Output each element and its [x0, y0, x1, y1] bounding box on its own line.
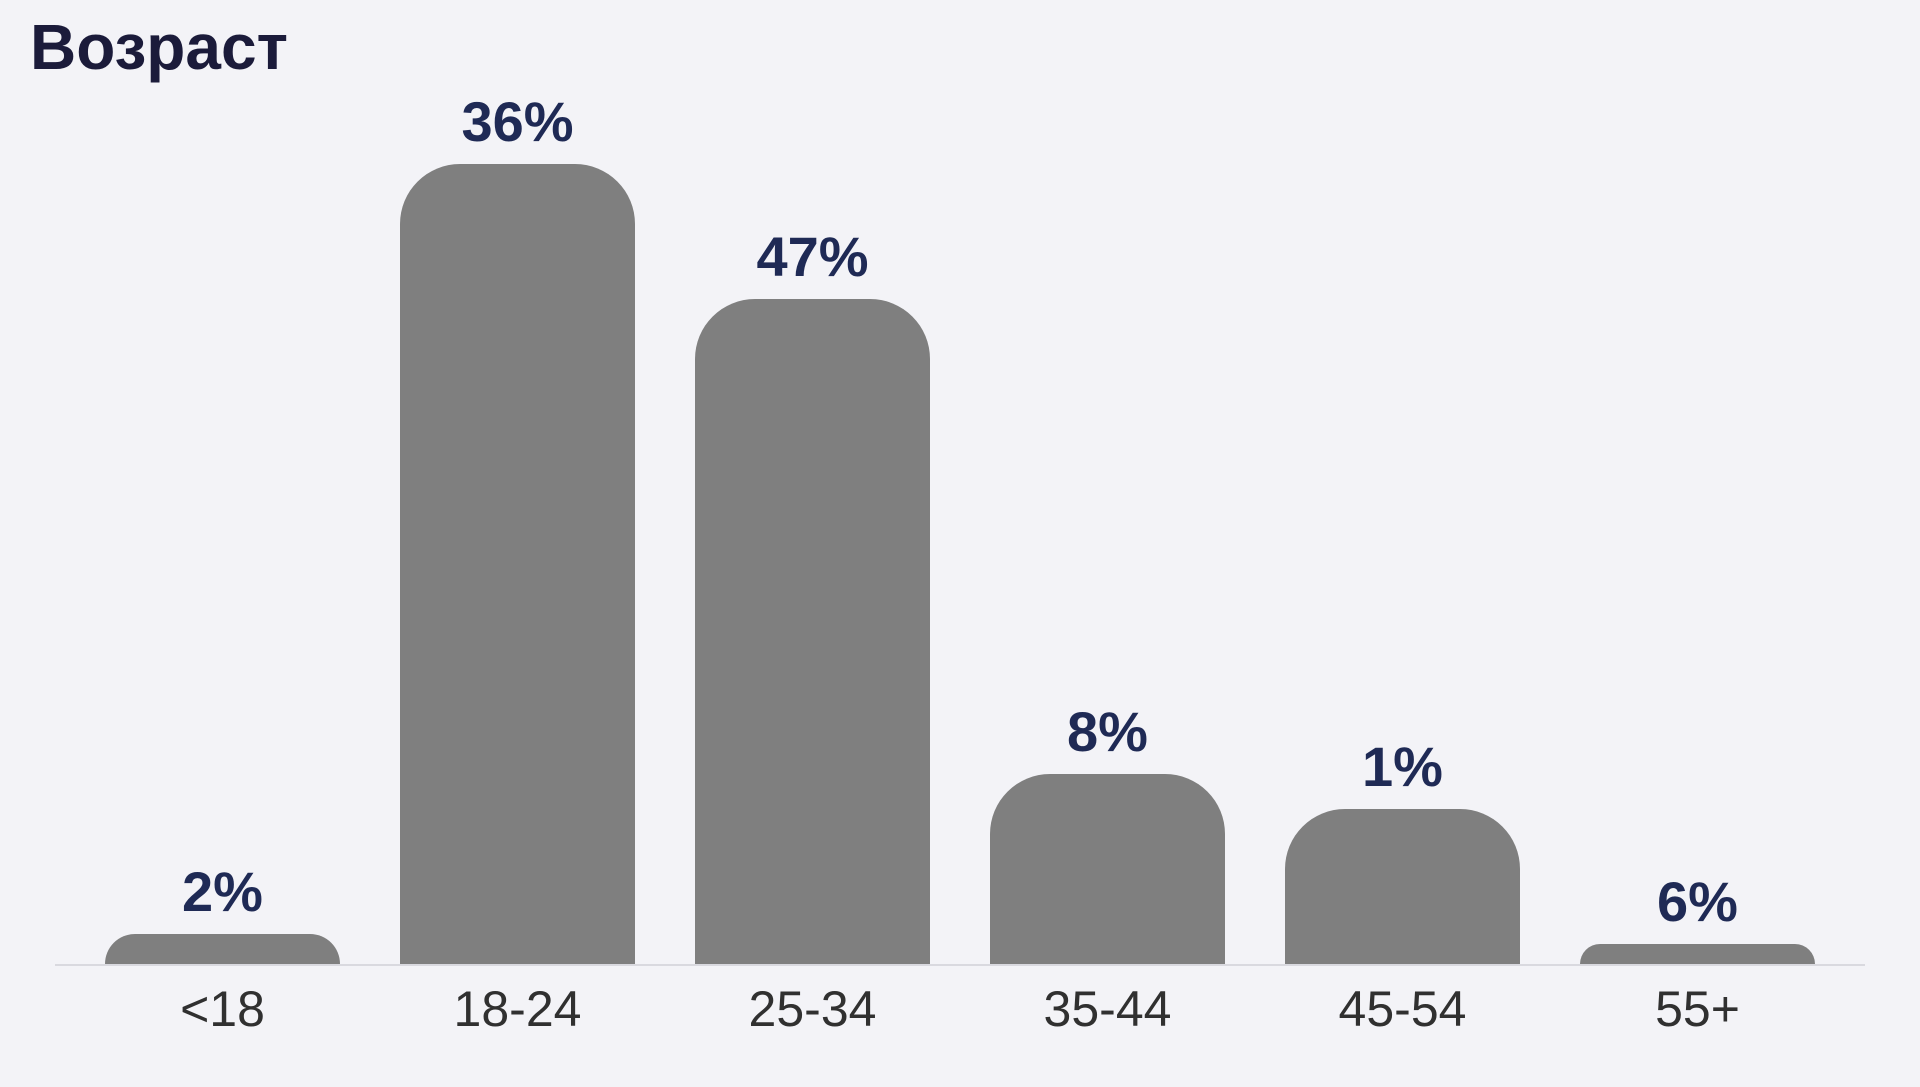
bar-rect	[990, 774, 1225, 964]
bar-value-label: 47%	[756, 224, 868, 289]
chart-x-axis-labels: <18 18-24 25-34 35-44 45-54 55+	[105, 980, 1815, 1038]
bar-slot: 36%	[400, 88, 635, 964]
bar-rect	[400, 164, 635, 964]
bar-value-label: 1%	[1362, 734, 1443, 799]
bar-slot: 6%	[1580, 88, 1815, 964]
x-axis-label: 35-44	[990, 980, 1225, 1038]
bar-rect	[1285, 809, 1520, 964]
bar-value-label: 36%	[461, 89, 573, 154]
bar-value-label: 6%	[1657, 869, 1738, 934]
bar-rect	[695, 299, 930, 964]
bar-slot: 8%	[990, 88, 1225, 964]
bar-rect	[1580, 944, 1815, 964]
bar-value-label: 2%	[182, 859, 263, 924]
x-axis-label: 25-34	[695, 980, 930, 1038]
bar-value-label: 8%	[1067, 699, 1148, 764]
bar-slot: 2%	[105, 88, 340, 964]
x-axis-label: 55+	[1580, 980, 1815, 1038]
x-axis-label: <18	[105, 980, 340, 1038]
chart-title: Возраст	[30, 10, 288, 84]
bar-slot: 1%	[1285, 88, 1520, 964]
x-axis-label: 18-24	[400, 980, 635, 1038]
x-axis-label: 45-54	[1285, 980, 1520, 1038]
bar-rect	[105, 934, 340, 964]
age-bar-chart: Возраст 2% 36% 47% 8% 1% 6% <18 18-24 25-34 35-4…	[0, 0, 1920, 1087]
chart-baseline	[55, 964, 1865, 966]
chart-bars-area: 2% 36% 47% 8% 1% 6%	[105, 88, 1815, 964]
bar-slot: 47%	[695, 88, 930, 964]
